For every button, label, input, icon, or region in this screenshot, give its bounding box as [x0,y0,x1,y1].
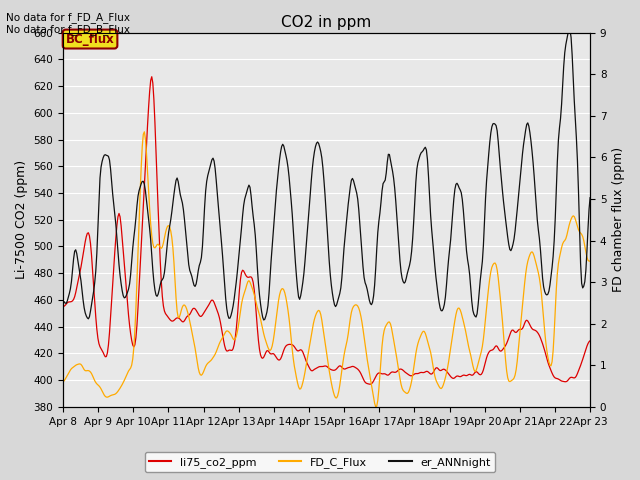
li75_co2_ppm [493,344,501,349]
Legend: li75_co2_ppm, FD_C_Flux, er_ANNnight: li75_co2_ppm, FD_C_Flux, er_ANNnight [145,452,495,472]
er_ANNnight [310,149,318,155]
er_ANNnight [314,139,321,145]
Text: BC_flux: BC_flux [66,33,115,46]
er_ANNnight [260,317,268,323]
FD_C_Flux [375,386,383,392]
Line: FD_C_Flux: FD_C_Flux [63,132,590,407]
FD_C_Flux [576,229,584,235]
li75_co2_ppm [576,365,584,371]
er_ANNnight [59,299,67,304]
FD_C_Flux [346,323,353,329]
li75_co2_ppm [310,366,318,372]
FD_C_Flux [586,258,594,264]
li75_co2_ppm [586,338,594,344]
FD_C_Flux [372,404,380,409]
li75_co2_ppm [346,364,353,370]
er_ANNnight [374,229,381,235]
Line: li75_co2_ppm: li75_co2_ppm [63,77,590,384]
FD_C_Flux [493,267,501,273]
li75_co2_ppm [148,74,156,80]
er_ANNnight [586,195,594,201]
er_ANNnight [565,27,573,33]
FD_C_Flux [314,308,321,314]
er_ANNnight [346,192,353,198]
er_ANNnight [492,123,500,129]
er_ANNnight [576,226,584,231]
li75_co2_ppm [59,304,67,310]
FD_C_Flux [141,129,148,135]
Line: er_ANNnight: er_ANNnight [63,30,590,320]
FD_C_Flux [59,379,67,384]
li75_co2_ppm [367,381,374,387]
li75_co2_ppm [375,370,383,376]
Text: No data for f_FD_B_Flux: No data for f_FD_B_Flux [6,24,131,35]
Y-axis label: Li-7500 CO2 (ppm): Li-7500 CO2 (ppm) [15,160,28,279]
li75_co2_ppm [314,365,321,371]
Text: No data for f_FD_A_Flux: No data for f_FD_A_Flux [6,12,131,23]
Title: CO2 in ppm: CO2 in ppm [282,15,372,30]
Y-axis label: FD chamber flux (ppm): FD chamber flux (ppm) [612,147,625,292]
FD_C_Flux [310,316,318,322]
